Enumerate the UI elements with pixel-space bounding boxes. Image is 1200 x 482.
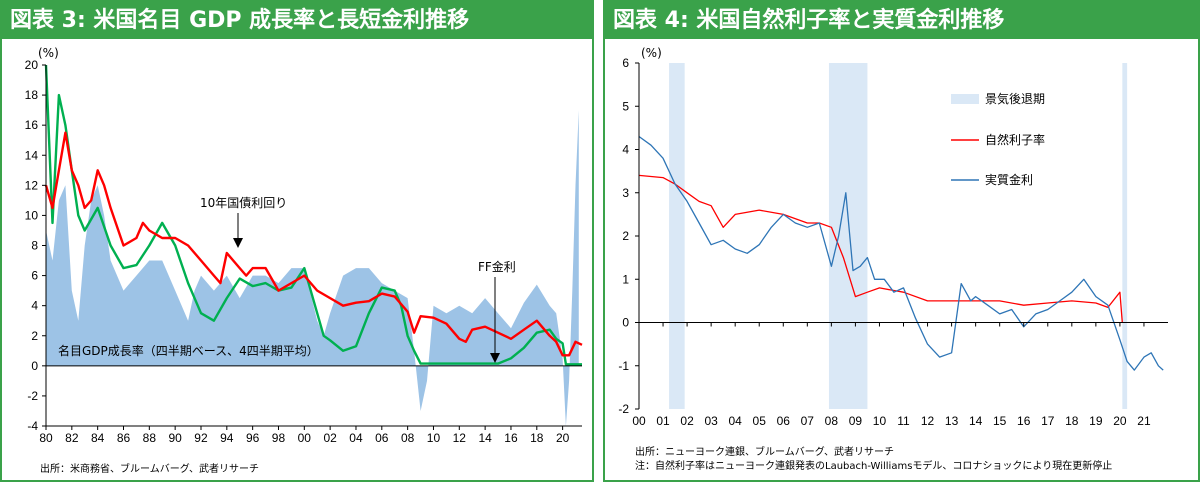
right-ytick-label: -1 (618, 359, 629, 373)
left-ytick-label: 18 (25, 88, 39, 102)
left-xtick-label: 06 (375, 431, 389, 445)
natural-rate-line (638, 174, 1123, 323)
right-ytick-label: 6 (622, 56, 629, 70)
left-xtick-label: 02 (323, 431, 337, 445)
right-xtick-label: 16 (1017, 414, 1031, 428)
left-xtick-label: 12 (453, 431, 467, 445)
left-xtick-label: 20 (556, 431, 570, 445)
left-ytick-label: 0 (31, 359, 38, 373)
ten-year-annotation: 10年国債利回り (200, 195, 287, 210)
right-xtick-label: 11 (897, 414, 910, 428)
gdp-area (46, 110, 579, 426)
left-xtick-label: 10 (427, 431, 441, 445)
left-ytick-label: 14 (25, 148, 39, 162)
right-xtick-label: 14 (969, 414, 983, 428)
right-xtick-label: 02 (680, 414, 694, 428)
right-xtick-label: 15 (993, 414, 1007, 428)
left-ytick-label: 2 (31, 329, 38, 343)
right-xtick-label: 08 (825, 414, 839, 428)
right-ytick-label: 3 (622, 186, 629, 200)
right-unit-label: (%) (641, 46, 662, 60)
right-ytick-label: 0 (622, 316, 629, 330)
right-xtick-label: 17 (1041, 414, 1055, 428)
left-ytick-label: 12 (25, 178, 39, 192)
legend-swatch-recession (951, 94, 979, 104)
right-ytick-label: 4 (622, 143, 629, 157)
right-xtick-label: 04 (729, 414, 743, 428)
left-xtick-label: 04 (349, 431, 363, 445)
left-xtick-label: 88 (143, 431, 157, 445)
left-source: 出所：米商務省、ブルームバーグ、武者リサーチ (40, 464, 259, 475)
left-chart-panel: 図表 3: 米国名目 GDP 成長率と長短金利推移 -4 -2 0 2 4 6 8 10 12 1… (0, 0, 594, 482)
right-xtick-label: 13 (945, 414, 959, 428)
ff-rate-line (44, 64, 582, 366)
left-ytick-label: 20 (25, 58, 39, 72)
right-source-line2: 注：自然利子率はニューヨーク連銀発表のLaubach-Williamsモデル、コ… (635, 461, 1113, 472)
right-ytick-label: 5 (622, 99, 629, 113)
left-xtick-label: 00 (298, 431, 312, 445)
right-ytick-label: 2 (622, 229, 629, 243)
left-xtick-label: 16 (504, 431, 518, 445)
right-ytick-label: -2 (618, 402, 629, 416)
right-xtick-label: 01 (656, 414, 670, 428)
right-xtick-label: 03 (704, 414, 718, 428)
left-chart-title: 図表 3: 米国名目 GDP 成長率と長短金利推移 (2, 2, 592, 39)
right-xtick-label: 18 (1065, 414, 1079, 428)
legend-label-real: 実質金利 (985, 172, 1033, 187)
ff-annotation: FF金利 (478, 259, 516, 274)
left-xtick-label: 14 (478, 431, 492, 445)
left-unit-label: (%) (38, 46, 59, 60)
left-xtick-label: 94 (220, 431, 234, 445)
left-xtick-label: 98 (272, 431, 286, 445)
left-ytick-label: 6 (31, 269, 38, 283)
right-legend: 景気後退期 自然利子率 実質金利 (951, 91, 1045, 187)
left-ytick-label: 10 (25, 208, 39, 222)
left-xtick-label: 08 (401, 431, 415, 445)
right-source-line1: 出所：ニューヨーク連銀、ブルームバーグ、武者リサーチ (635, 447, 894, 458)
left-xtick-label: 84 (91, 431, 105, 445)
recession-band (1122, 63, 1128, 409)
right-xtick-label: 20 (1113, 414, 1127, 428)
left-xtick-label: 18 (530, 431, 544, 445)
ten-year-arrow-head (233, 238, 243, 248)
left-xtick-label: 80 (39, 431, 53, 445)
right-xtick-label: 07 (801, 414, 815, 428)
left-xtick-label: 82 (65, 431, 79, 445)
left-ytick-label: 8 (31, 239, 38, 253)
legend-label-recession: 景気後退期 (985, 91, 1045, 106)
right-xtick-label: 09 (849, 414, 863, 428)
right-xtick-label: 12 (921, 414, 935, 428)
recession-bands (669, 63, 1128, 409)
left-series (44, 64, 583, 426)
right-chart-panel: 図表 4: 米国自然利子率と実質金利推移 -2 -1 0 1 2 3 4 5 6 00 01 02 03… (603, 0, 1200, 482)
left-ytick-label: 16 (25, 118, 39, 132)
left-xtick-label: 86 (117, 431, 131, 445)
real-rate-line (638, 135, 1164, 371)
right-xtick-label: 10 (873, 414, 887, 428)
right-chart-title: 図表 4: 米国自然利子率と実質金利推移 (605, 2, 1198, 39)
right-xtick-label: 19 (1089, 414, 1103, 428)
legend-label-natural: 自然利子率 (985, 132, 1045, 147)
left-xtick-label: 96 (246, 431, 260, 445)
right-xtick-label: 06 (777, 414, 791, 428)
left-ytick-label: -2 (27, 389, 38, 403)
left-ytick-label: 4 (31, 299, 38, 313)
ff-arrow-head (490, 353, 500, 363)
right-xtick-label: 21 (1137, 414, 1151, 428)
right-ytick-label: 1 (622, 272, 629, 286)
left-xtick-label: 92 (194, 431, 208, 445)
right-series (638, 135, 1164, 371)
recession-band (669, 63, 685, 409)
left-xtick-label: 90 (168, 431, 182, 445)
gdp-annotation: 名目GDP成長率（四半期ベース、4四半期平均） (58, 343, 319, 358)
right-xtick-label: 00 (632, 414, 646, 428)
left-ytick-label: -4 (27, 419, 38, 433)
ten-year-line (44, 131, 583, 357)
right-xtick-label: 05 (753, 414, 767, 428)
